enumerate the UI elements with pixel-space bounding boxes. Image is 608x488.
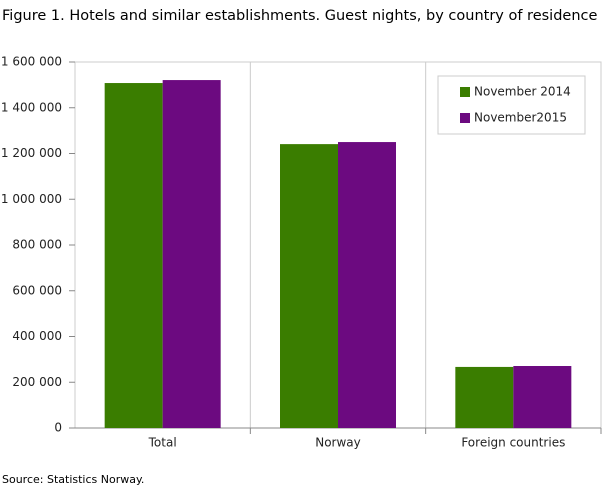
y-tick-label: 400 000 [12,329,62,343]
y-tick-label: 800 000 [12,238,62,252]
y-tick-label: 600 000 [12,283,62,297]
legend-box [437,75,586,135]
x-tick-label: Total [148,436,177,450]
x-tick-label: Norway [315,436,361,450]
bar [280,144,338,428]
source-note: Source: Statistics Norway. [2,473,144,486]
legend-swatch [460,87,470,97]
y-tick-label: 200 000 [12,375,62,389]
legend-swatch [460,113,470,123]
y-tick-label: 0 [54,421,62,435]
legend-label: November 2014 [474,85,571,99]
bar [162,80,221,428]
legend-label: November2015 [474,111,567,125]
y-tick-label: 1 400 000 [1,100,62,114]
x-tick-label: Foreign countries [461,436,565,450]
chart-title: Figure 1. Hotels and similar establishme… [2,8,597,24]
bar [338,142,396,428]
bar [455,366,514,428]
y-tick-label: 1 000 000 [1,192,62,206]
y-tick-label: 1 600 000 [1,55,62,69]
bar [104,83,163,429]
y-tick-label: 1 200 000 [1,146,62,160]
bar [513,366,572,428]
